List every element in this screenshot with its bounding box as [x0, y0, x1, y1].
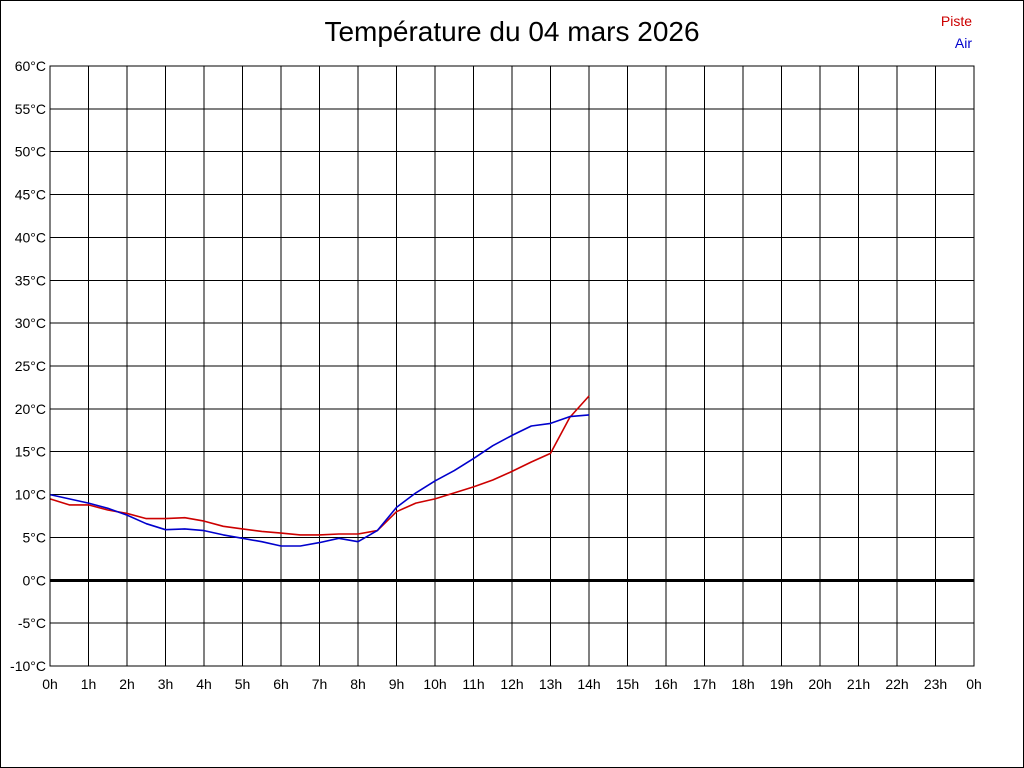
- y-tick-label: 50°C: [15, 144, 46, 160]
- x-tick-label: 6h: [273, 676, 289, 692]
- x-tick-label: 10h: [423, 676, 446, 692]
- legend-air: Air: [954, 35, 972, 51]
- x-tick-label: 14h: [577, 676, 600, 692]
- grid: [50, 66, 974, 666]
- x-tick-label: 17h: [693, 676, 716, 692]
- x-tick-label: 9h: [389, 676, 405, 692]
- x-tick-label: 5h: [235, 676, 251, 692]
- y-tick-label: 55°C: [15, 101, 46, 117]
- x-tick-label: 8h: [350, 676, 366, 692]
- x-tick-label: 20h: [808, 676, 831, 692]
- series-group: [49, 395, 590, 547]
- y-tick-label: 45°C: [15, 187, 46, 203]
- y-tick-label: 25°C: [15, 358, 46, 374]
- x-axis-tick-labels: 0h 1h 2h 3h 4h 5h 6h 7h 8h 9h 10h 11h 12h 13h 14h 15h 16…: [42, 676, 982, 692]
- y-tick-label: 60°C: [15, 58, 46, 74]
- x-tick-label: 19h: [770, 676, 793, 692]
- y-tick-label: 40°C: [15, 229, 46, 245]
- y-tick-label: -5°C: [18, 615, 46, 631]
- y-tick-label: 0°C: [23, 572, 47, 588]
- y-tick-label: 30°C: [15, 315, 46, 331]
- x-tick-label: 21h: [847, 676, 870, 692]
- series-line-piste: [49, 395, 590, 536]
- x-tick-label: 13h: [539, 676, 562, 692]
- y-tick-label: 35°C: [15, 272, 46, 288]
- y-tick-label: 20°C: [15, 401, 46, 417]
- x-tick-label: 3h: [158, 676, 174, 692]
- x-tick-label: 18h: [731, 676, 754, 692]
- y-tick-label: 15°C: [15, 444, 46, 460]
- series-line-air: [49, 414, 590, 547]
- y-tick-label: 5°C: [23, 529, 47, 545]
- x-tick-label: 4h: [196, 676, 212, 692]
- x-tick-label: 16h: [654, 676, 677, 692]
- y-tick-label: 10°C: [15, 487, 46, 503]
- x-tick-label: 12h: [500, 676, 523, 692]
- x-tick-label: 0h: [966, 676, 982, 692]
- y-axis-tick-labels: 60°C 55°C 50°C 45°C 40°C 35°C 30°C 25°C 20°C 15°C…: [10, 58, 46, 674]
- x-tick-label: 7h: [312, 676, 328, 692]
- x-tick-label: 15h: [616, 676, 639, 692]
- x-tick-label: 1h: [81, 676, 97, 692]
- y-tick-label: -10°C: [10, 658, 46, 674]
- plot-area-border: [49, 65, 975, 667]
- x-tick-label: 22h: [885, 676, 908, 692]
- chart-title: Température du 04 mars 2026: [324, 16, 700, 47]
- legend-piste: Piste: [940, 13, 972, 29]
- x-tick-label: 23h: [924, 676, 947, 692]
- x-tick-label: 11h: [462, 676, 484, 692]
- x-tick-label: 2h: [119, 676, 135, 692]
- x-tick-label: 0h: [42, 676, 58, 692]
